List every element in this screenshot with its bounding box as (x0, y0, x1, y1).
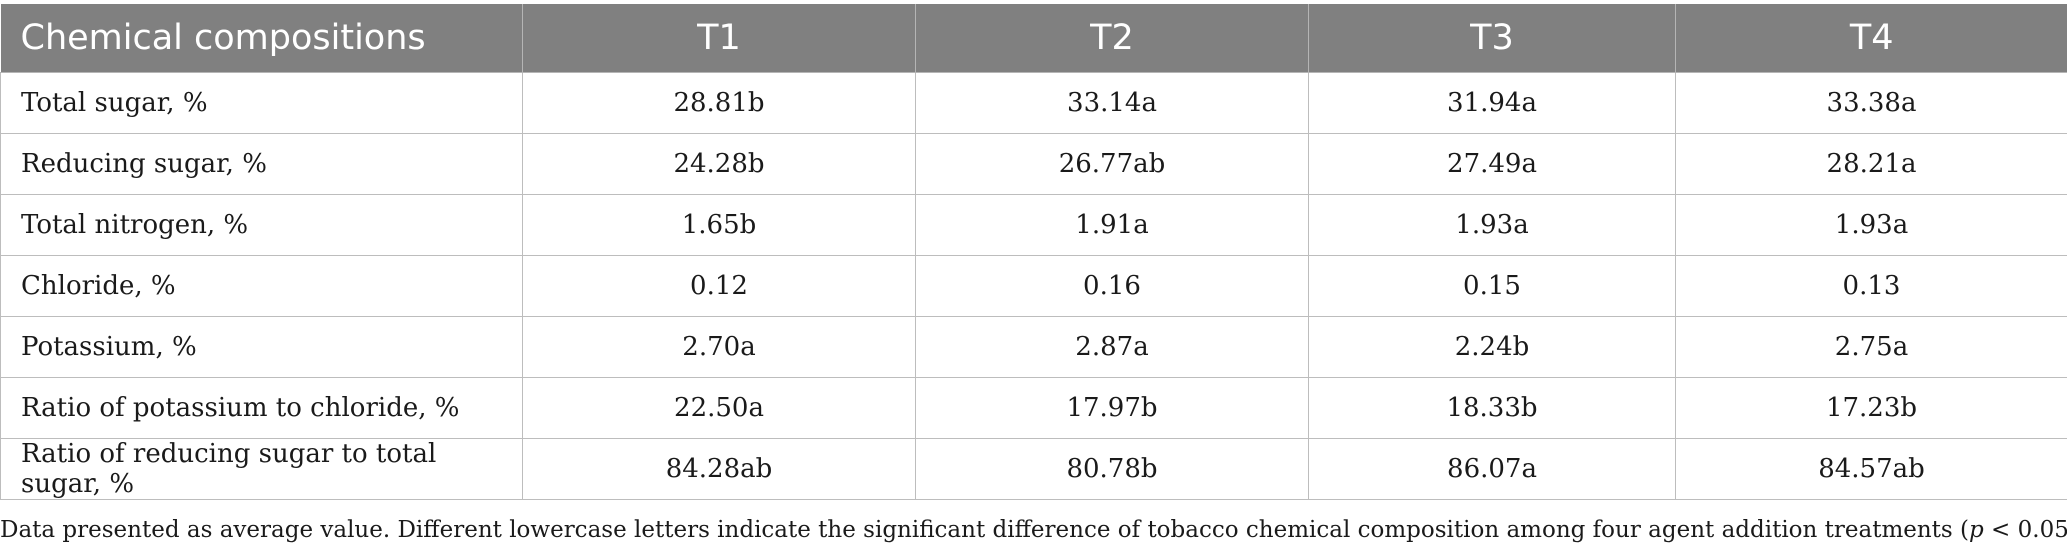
composition-table: Chemical compositions T1 T2 T3 T4 Total … (0, 4, 2067, 500)
column-header-t3: T3 (1308, 4, 1676, 73)
cell-t2: 17.97b (915, 377, 1309, 439)
footnote-threshold: < 0.05). (1991, 517, 2067, 543)
cell-t1: 1.65b (522, 194, 916, 256)
table-row: Ratio of potassium to chloride, % 22.50a… (0, 377, 2067, 439)
cell-t2: 2.87a (915, 316, 1309, 378)
cell-t1: 22.50a (522, 377, 916, 439)
row-label: Total nitrogen, % (0, 194, 523, 256)
cell-t3: 2.24b (1308, 316, 1676, 378)
cell-t2: 26.77ab (915, 133, 1309, 195)
header-row: Chemical compositions T1 T2 T3 T4 (0, 4, 2067, 73)
cell-t4: 0.13 (1675, 255, 2067, 317)
footnote-p-symbol: p (1969, 517, 1984, 543)
cell-t4: 84.57ab (1675, 438, 2067, 500)
cell-t3: 31.94a (1308, 72, 1676, 134)
table-row: Ratio of reducing sugar to total sugar, … (0, 438, 2067, 500)
table-header: Chemical compositions T1 T2 T3 T4 (0, 4, 2067, 73)
cell-t4: 2.75a (1675, 316, 2067, 378)
row-label: Ratio of reducing sugar to total sugar, … (0, 438, 523, 500)
column-header-t4: T4 (1675, 4, 2067, 73)
footnote-text: Data presented as average value. Differe… (0, 517, 1970, 543)
table-row: Reducing sugar, % 24.28b 26.77ab 27.49a … (0, 133, 2067, 195)
table-body: Total sugar, % 28.81b 33.14a 31.94a 33.3… (0, 72, 2067, 500)
cell-t2: 33.14a (915, 72, 1309, 134)
row-label: Potassium, % (0, 316, 523, 378)
cell-t4: 1.93a (1675, 194, 2067, 256)
cell-t4: 17.23b (1675, 377, 2067, 439)
cell-t3: 18.33b (1308, 377, 1676, 439)
row-label: Reducing sugar, % (0, 133, 523, 195)
column-header-t2: T2 (915, 4, 1309, 73)
composition-table-container: Chemical compositions T1 T2 T3 T4 Total … (0, 4, 2067, 500)
cell-t1: 2.70a (522, 316, 916, 378)
cell-t3: 86.07a (1308, 438, 1676, 500)
cell-t1: 28.81b (522, 72, 916, 134)
cell-t2: 80.78b (915, 438, 1309, 500)
column-header-t1: T1 (522, 4, 916, 73)
table-footnote: Data presented as average value. Differe… (0, 517, 2067, 543)
row-label: Ratio of potassium to chloride, % (0, 377, 523, 439)
cell-t2: 1.91a (915, 194, 1309, 256)
table-row: Total nitrogen, % 1.65b 1.91a 1.93a 1.93… (0, 194, 2067, 256)
table-row: Total sugar, % 28.81b 33.14a 31.94a 33.3… (0, 72, 2067, 134)
cell-t1: 24.28b (522, 133, 916, 195)
row-label: Chloride, % (0, 255, 523, 317)
cell-t3: 1.93a (1308, 194, 1676, 256)
cell-t2: 0.16 (915, 255, 1309, 317)
cell-t1: 84.28ab (522, 438, 916, 500)
cell-t1: 0.12 (522, 255, 916, 317)
cell-t3: 27.49a (1308, 133, 1676, 195)
cell-t4: 33.38a (1675, 72, 2067, 134)
cell-t4: 28.21a (1675, 133, 2067, 195)
table-row: Chloride, % 0.12 0.16 0.15 0.13 (0, 255, 2067, 317)
column-header-composition: Chemical compositions (0, 4, 523, 73)
cell-t3: 0.15 (1308, 255, 1676, 317)
table-row: Potassium, % 2.70a 2.87a 2.24b 2.75a (0, 316, 2067, 378)
row-label: Total sugar, % (0, 72, 523, 134)
